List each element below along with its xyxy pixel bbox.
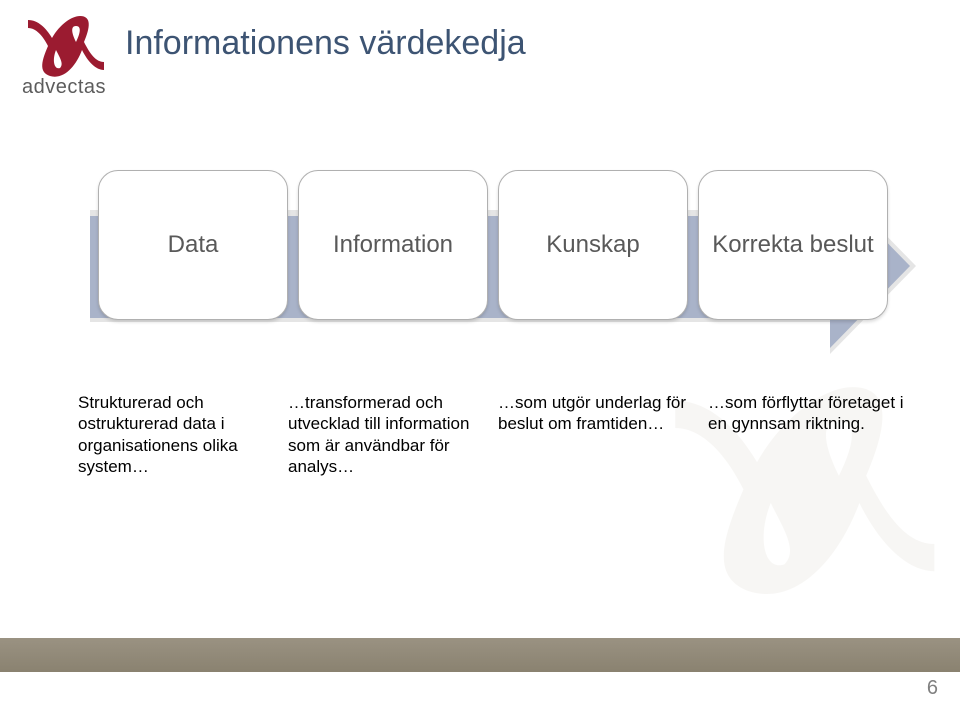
description-beslut: …som förflyttar företaget i en gynnsam r… [708,392,908,477]
alpha-icon [20,10,108,80]
footer-bar [0,638,960,672]
page-number: 6 [927,677,938,700]
stage-label: Data [168,231,219,259]
stage-box-information: Information [298,170,488,320]
brand-wordmark: advectas [8,76,120,99]
stage-label: Information [333,231,453,259]
stage-label: Korrekta beslut [712,231,873,259]
brand-logo: advectas [8,10,120,99]
description-kunskap: …som utgör underlag för beslut om framti… [498,392,698,477]
stage-box-kunskap: Kunskap [498,170,688,320]
stage-row: Data Information Kunskap Korrekta beslut [98,170,888,320]
description-information: …transformerad och utvecklad till inform… [288,392,488,477]
slide: advectas Informationens värdekedja Data … [0,0,960,706]
description-data: Strukturerad och ostrukturerad data i or… [78,392,278,477]
page-title: Informationens värdekedja [125,24,526,63]
stage-box-data: Data [98,170,288,320]
description-row: Strukturerad och ostrukturerad data i or… [78,392,908,477]
watermark-alpha-icon [648,336,948,636]
stage-label: Kunskap [546,231,639,259]
stage-box-korrekta-beslut: Korrekta beslut [698,170,888,320]
